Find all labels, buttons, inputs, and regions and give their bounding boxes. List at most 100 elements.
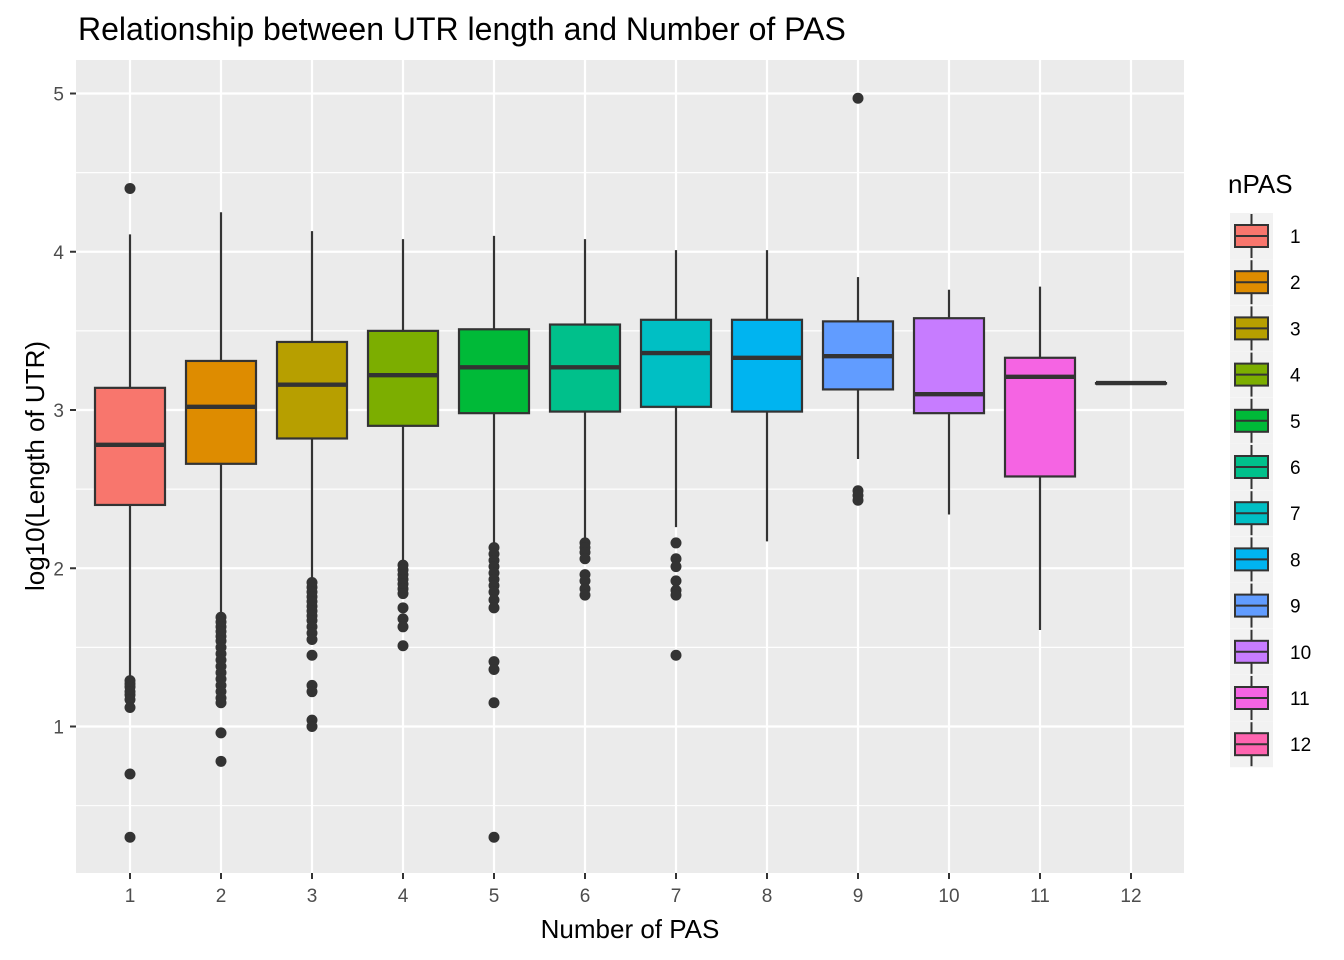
outlier-point bbox=[397, 621, 409, 633]
boxplot-group-6 bbox=[548, 239, 622, 601]
x-tick-label: 4 bbox=[398, 886, 409, 907]
boxplot-group-10 bbox=[912, 289, 986, 515]
outlier-point bbox=[852, 494, 864, 506]
legend-label: 4 bbox=[1290, 366, 1301, 387]
boxplot-group-11 bbox=[1003, 286, 1077, 630]
legend-item-6: 6 bbox=[1230, 444, 1301, 490]
legend-label: 7 bbox=[1290, 504, 1301, 525]
legend-label: 2 bbox=[1290, 273, 1301, 294]
y-tick-label: 2 bbox=[53, 559, 64, 580]
outlier-point bbox=[670, 575, 682, 587]
boxplot-group-3 bbox=[275, 231, 349, 732]
boxplot-group-7 bbox=[639, 250, 713, 661]
boxplot-group-5 bbox=[457, 235, 531, 843]
legend-item-9: 9 bbox=[1230, 582, 1301, 629]
legend-label: 6 bbox=[1290, 458, 1301, 479]
y-tick-label: 3 bbox=[53, 401, 64, 422]
outlier-point bbox=[488, 697, 500, 709]
x-tick-label: 10 bbox=[938, 886, 959, 907]
y-tick-label: 1 bbox=[53, 718, 64, 739]
legend-item-12: 12 bbox=[1230, 721, 1311, 768]
outlier-point bbox=[488, 594, 500, 606]
outlier-point bbox=[306, 721, 318, 732]
x-tick-label: 6 bbox=[580, 886, 591, 907]
outlier-point bbox=[852, 92, 864, 104]
y-tick-label: 4 bbox=[53, 243, 64, 264]
outlier-point bbox=[670, 561, 682, 573]
outlier-point bbox=[579, 589, 591, 601]
box bbox=[639, 318, 713, 408]
outlier-point bbox=[488, 831, 500, 843]
box bbox=[457, 328, 531, 415]
legend-label: 3 bbox=[1290, 319, 1301, 340]
x-tick-label: 2 bbox=[216, 886, 227, 907]
legend-item-7: 7 bbox=[1230, 490, 1301, 537]
outlier-point bbox=[397, 613, 409, 625]
boxplot-group-2 bbox=[184, 212, 258, 767]
outlier-point bbox=[488, 602, 500, 614]
legend-item-10: 10 bbox=[1230, 628, 1311, 675]
box bbox=[912, 317, 986, 415]
x-tick-label: 12 bbox=[1120, 886, 1141, 907]
outlier-point bbox=[488, 656, 500, 668]
legend-item-11: 11 bbox=[1230, 675, 1310, 721]
box bbox=[366, 329, 440, 427]
legend-item-2: 2 bbox=[1230, 259, 1301, 306]
boxplot-group-4 bbox=[366, 239, 440, 652]
outlier-point bbox=[670, 649, 682, 661]
legend-item-5: 5 bbox=[1230, 397, 1301, 444]
outlier-point bbox=[215, 727, 227, 739]
outlier-point bbox=[488, 664, 500, 676]
outlier-point bbox=[124, 702, 136, 714]
boxplot-group-1 bbox=[93, 182, 167, 843]
legend-label: 1 bbox=[1290, 227, 1301, 248]
legend-label: 5 bbox=[1290, 412, 1301, 433]
outlier-point bbox=[124, 831, 136, 843]
outlier-point bbox=[488, 586, 500, 598]
legend-item-8: 8 bbox=[1230, 536, 1301, 583]
box bbox=[184, 359, 258, 465]
x-tick-label: 3 bbox=[307, 886, 318, 907]
box bbox=[275, 340, 349, 440]
boxplot-group-12 bbox=[1094, 380, 1168, 386]
x-tick-label: 11 bbox=[1030, 886, 1050, 907]
legend-label: 10 bbox=[1290, 643, 1311, 664]
outlier-point bbox=[306, 649, 318, 661]
outlier-point bbox=[397, 602, 409, 614]
chart-title: Relationship between UTR length and Numb… bbox=[78, 11, 846, 47]
legend-label: 9 bbox=[1290, 597, 1301, 618]
outlier-point bbox=[215, 697, 227, 709]
outlier-point bbox=[397, 588, 409, 600]
legend-item-1: 1 bbox=[1230, 213, 1301, 259]
outlier-point bbox=[306, 686, 318, 698]
boxplot-series bbox=[93, 92, 1168, 843]
x-tick-label: 1 bbox=[125, 886, 136, 907]
legend-label: 8 bbox=[1290, 550, 1301, 571]
x-axis-title: Number of PAS bbox=[541, 914, 720, 944]
outlier-point bbox=[579, 553, 591, 565]
outlier-point bbox=[306, 633, 318, 645]
outlier-point bbox=[124, 694, 136, 706]
outlier-point bbox=[215, 755, 227, 767]
boxplot-group-9 bbox=[821, 92, 895, 506]
outlier-point bbox=[670, 537, 682, 549]
legend-item-3: 3 bbox=[1230, 305, 1301, 352]
plot-panel bbox=[76, 60, 1184, 873]
outlier-point bbox=[397, 640, 409, 652]
outlier-point bbox=[670, 553, 682, 565]
legend-label: 12 bbox=[1290, 735, 1311, 756]
x-tick-label: 7 bbox=[671, 886, 682, 907]
outlier-point bbox=[124, 768, 136, 780]
legend-item-4: 4 bbox=[1230, 351, 1301, 398]
x-tick-label: 8 bbox=[762, 886, 773, 907]
x-axis: 1 2 3 4 5 6 7 8 9 10 11 12 bbox=[125, 873, 1142, 907]
y-axis: 1 2 3 4 5 bbox=[53, 85, 76, 739]
outlier-point bbox=[579, 575, 591, 587]
outlier-point bbox=[670, 589, 682, 601]
boxplot-group-8 bbox=[730, 250, 804, 542]
x-tick-label: 9 bbox=[853, 886, 864, 907]
outlier-point bbox=[124, 182, 136, 194]
